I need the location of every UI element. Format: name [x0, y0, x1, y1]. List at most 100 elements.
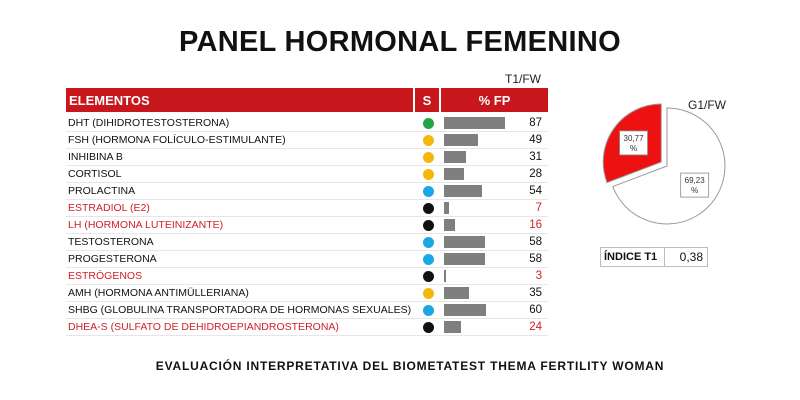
hormone-name: ESTRÓGENOS [68, 270, 143, 282]
table-row: FSH (HORMONA FOLÍCULO-ESTIMULANTE) 49 [66, 132, 548, 149]
hormone-name: AMH (HORMONA ANTIMÜLLERIANA) [68, 287, 249, 299]
status-dot-green [422, 117, 434, 129]
indice-label: ÍNDICE T1 [601, 248, 665, 266]
pie-chart: 30,77%69,23% [602, 103, 726, 225]
svg-text:%: % [691, 186, 698, 195]
fp-value: 58 [529, 253, 542, 265]
fp-bar [444, 321, 461, 333]
hormone-name: FSH (HORMONA FOLÍCULO-ESTIMULANTE) [68, 134, 286, 146]
pie-title: G1/FW [688, 98, 726, 112]
pie-slice-label: 69,23% [680, 172, 710, 198]
fp-bar [444, 304, 486, 316]
status-dot-blue [422, 236, 434, 248]
fp-bar [444, 185, 482, 197]
fp-value: 3 [535, 270, 542, 282]
hormone-name: PROGESTERONA [68, 253, 157, 265]
status-cell [415, 287, 441, 299]
table-row: TESTOSTERONA 58 [66, 234, 548, 251]
hormone-name: ESTRADIOL (E2) [68, 202, 150, 214]
indice-value: 0,38 [679, 250, 703, 264]
bar-cell [441, 285, 516, 301]
status-dot-black [422, 321, 434, 333]
fp-bar [444, 168, 464, 180]
page-title: PANEL HORMONAL FEMENINO [179, 26, 621, 58]
table-row: INHIBINA B 31 [66, 149, 548, 166]
header-status: S [415, 88, 441, 112]
hormone-name: DHT (DIHIDROTESTOSTERONA) [68, 117, 230, 129]
status-cell [415, 168, 441, 180]
table-row: ESTRADIOL (E2) 7 [66, 200, 548, 217]
svg-text:30,77: 30,77 [624, 134, 645, 143]
bar-cell [441, 166, 516, 182]
fp-value: 35 [529, 287, 542, 299]
fp-value: 16 [529, 219, 542, 231]
table-row: PROGESTERONA 58 [66, 251, 548, 268]
status-cell [415, 185, 441, 197]
pie-slice-label: 30,77% [619, 130, 648, 156]
table-row: PROLACTINA 54 [66, 183, 548, 200]
fp-value: 58 [529, 236, 542, 248]
status-dot-blue [422, 253, 434, 265]
fp-bar [444, 287, 469, 299]
status-cell [415, 270, 441, 282]
table-row: AMH (HORMONA ANTIMÜLLERIANA) 35 [66, 285, 548, 302]
fp-value: 31 [529, 151, 542, 163]
fp-bar [444, 134, 479, 146]
fp-value: 54 [529, 185, 542, 197]
table-row: DHEA-S (SULFATO DE DEHIDROEPIANDROSTERON… [66, 319, 548, 336]
fp-value: 7 [535, 202, 542, 214]
svg-text:69,23: 69,23 [685, 176, 706, 185]
status-cell [415, 321, 441, 333]
bar-cell [441, 268, 516, 284]
table-row: DHT (DIHIDROTESTOSTERONA) 87 [66, 115, 548, 132]
status-dot-black [422, 202, 434, 214]
status-dot-black [422, 270, 434, 282]
hormone-name: LH (HORMONA LUTEINIZANTE) [68, 219, 224, 231]
bar-cell [441, 251, 516, 267]
table-body: DHT (DIHIDROTESTOSTERONA) 87 FSH (HORMONA … [66, 115, 548, 336]
status-cell [415, 236, 441, 248]
status-cell [415, 219, 441, 231]
header-elements: ELEMENTOS [66, 88, 415, 112]
fp-value: 60 [529, 304, 542, 316]
fp-bar [444, 270, 447, 282]
hormone-name: CORTISOL [68, 168, 122, 180]
bar-cell [441, 132, 516, 148]
table-row: CORTISOL 28 [66, 166, 548, 183]
status-cell [415, 253, 441, 265]
footer-caption: EVALUACIÓN INTERPRETATIVA DEL BIOMETATES… [155, 359, 665, 373]
fp-value: 28 [529, 168, 542, 180]
status-cell [415, 151, 441, 163]
bar-cell [441, 200, 516, 216]
fp-value: 49 [529, 134, 542, 146]
bar-cell [441, 183, 516, 199]
table-header: ELEMENTOS S % FP [66, 88, 548, 112]
fp-value: 24 [529, 321, 542, 333]
fp-value: 87 [529, 117, 542, 129]
status-cell [415, 134, 441, 146]
fp-bar [444, 202, 449, 214]
indice-box: ÍNDICE T1 0,38 [600, 247, 708, 267]
hormone-name: INHIBINA B [68, 151, 123, 163]
svg-text:%: % [630, 144, 637, 153]
status-dot-yellow [422, 151, 434, 163]
hormone-name: SHBG (GLOBULINA TRANSPORTADORA DE HORMON… [68, 304, 412, 316]
status-dot-blue [422, 185, 434, 197]
fp-bar [444, 253, 485, 265]
status-cell [415, 117, 441, 129]
status-dot-yellow [422, 134, 434, 146]
table-row: ESTRÓGENOS 3 [66, 268, 548, 285]
hormone-name: PROLACTINA [68, 185, 136, 197]
table-row: SHBG (GLOBULINA TRANSPORTADORA DE HORMON… [66, 302, 548, 319]
status-dot-blue [422, 304, 434, 316]
status-dot-yellow [422, 168, 434, 180]
fp-bar [444, 219, 456, 231]
bar-cell [441, 149, 516, 165]
bar-cell [441, 302, 516, 318]
status-cell [415, 202, 441, 214]
series-label: T1/FW [505, 72, 541, 86]
status-dot-black [422, 219, 434, 231]
table-row: LH (HORMONA LUTEINIZANTE) 16 [66, 217, 548, 234]
fp-bar [444, 151, 466, 163]
fp-bar [444, 236, 485, 248]
